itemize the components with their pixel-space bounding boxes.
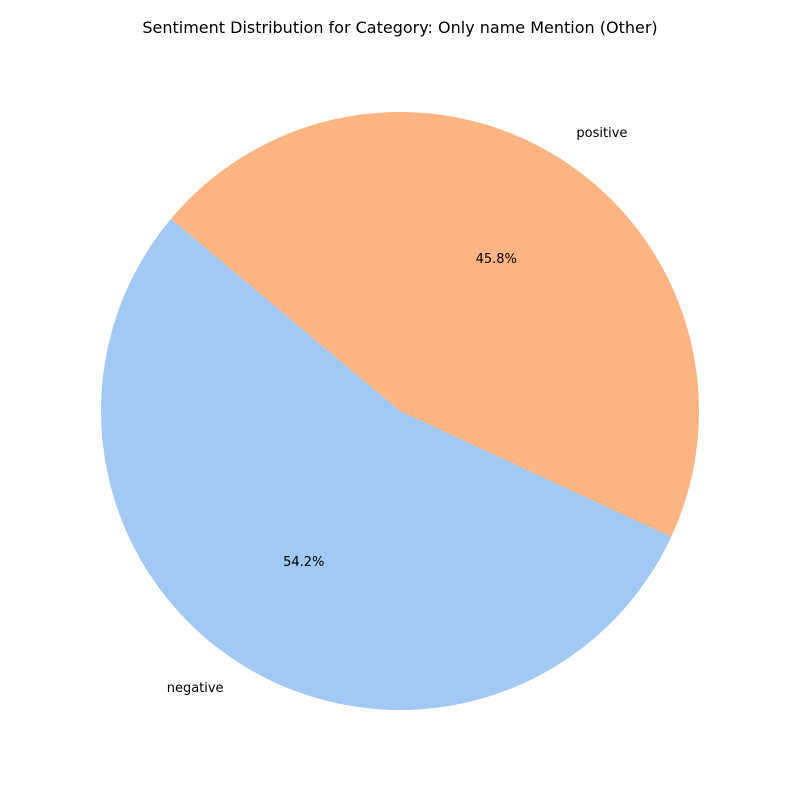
- chart-title: Sentiment Distribution for Category: Onl…: [142, 18, 657, 37]
- pie-slice-positive: [170, 111, 700, 537]
- labels-layer: negative 54.2% positive 45.8%: [167, 126, 628, 696]
- slice-label-negative: negative: [167, 681, 224, 696]
- slices-layer: [101, 111, 700, 710]
- pct-label-negative: 54.2%: [283, 555, 324, 570]
- slice-label-positive: positive: [576, 126, 627, 141]
- pie-slice-negative: [101, 218, 672, 710]
- pct-label-positive: 45.8%: [476, 252, 517, 267]
